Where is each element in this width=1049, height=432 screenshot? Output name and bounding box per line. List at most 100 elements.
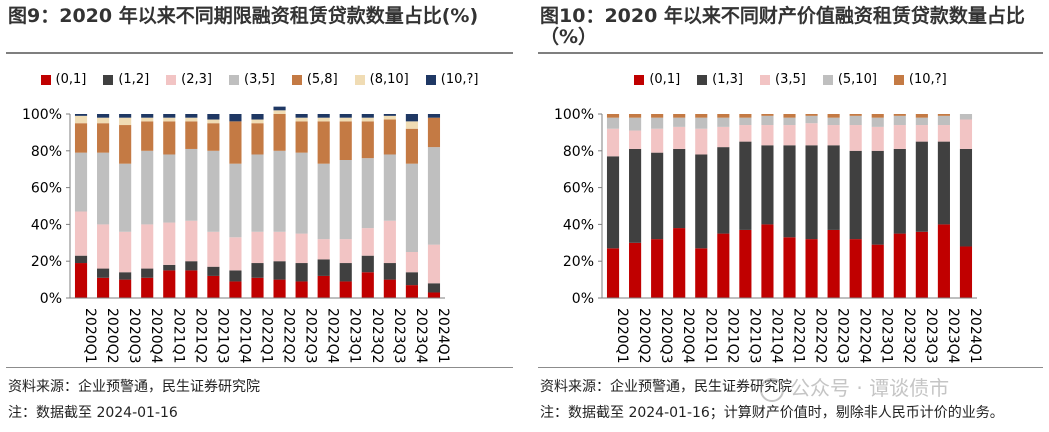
bar-segment	[207, 275, 220, 298]
bar-segment	[871, 126, 884, 151]
data-note: 注：数据截至 2024-01-16	[8, 405, 178, 421]
legend-item: (8,10]	[354, 72, 409, 87]
legend-item: (2,3]	[166, 72, 212, 87]
bar-segment	[295, 152, 308, 234]
bar-segment	[229, 114, 242, 122]
y-tick-label: 20%	[563, 254, 594, 270]
bar-segment	[207, 150, 220, 232]
bar-segment	[761, 145, 774, 225]
bar-segment	[739, 117, 752, 126]
bar-segment	[119, 163, 132, 232]
bar-segment	[273, 279, 286, 298]
bar-segment	[673, 114, 686, 118]
x-tick-label: 2022Q4	[857, 308, 873, 363]
bar-segment	[339, 121, 352, 160]
bar-segment	[207, 231, 220, 267]
bar-segment	[97, 268, 110, 278]
x-tick-label: 2023Q4	[413, 308, 429, 363]
x-tick-label: 2023Q1	[347, 308, 363, 363]
bar-segment	[651, 128, 664, 153]
legend-label: (3,5]	[244, 72, 275, 87]
y-tick-label: 80%	[31, 144, 62, 160]
legend-label: (1,2]	[118, 72, 150, 87]
bar-segment	[849, 114, 862, 116]
bar-segment	[717, 117, 730, 127]
bar-segment	[606, 128, 620, 157]
bar-segment	[141, 268, 154, 278]
y-tick-label: 60%	[563, 181, 594, 197]
bar-segment	[805, 123, 818, 146]
bar-segment	[339, 239, 352, 264]
bar-segment	[849, 239, 862, 298]
legend-swatch	[166, 74, 177, 85]
bar-segment	[97, 224, 110, 269]
bar-segment	[827, 117, 840, 126]
bar-segment	[229, 281, 242, 298]
bar-segment	[141, 277, 154, 298]
bar-segment	[805, 239, 818, 298]
legend-label: (5,10]	[837, 72, 877, 87]
bar-segment	[629, 242, 642, 298]
bar-segment	[361, 255, 374, 273]
bar-segment	[427, 283, 441, 293]
y-tick-label: 100%	[22, 107, 62, 123]
bar-segment	[163, 114, 176, 118]
bar-segment	[937, 115, 950, 126]
chart-legend: (0,1] (1,3] (3,5] (5,10] (10,?]	[532, 72, 1049, 87]
bar-segment	[317, 239, 330, 260]
bar-segment	[871, 114, 884, 118]
bar-segment	[673, 228, 686, 298]
chart-panel-value: 图10：2020 年以来不同财产价值融资租赁贷款数量占比（%） (0,1] (1,…	[532, 0, 1049, 432]
legend-label: (0,1]	[55, 72, 87, 87]
bar-segment	[251, 119, 264, 124]
bar-segment	[317, 275, 330, 298]
x-tick-label: 2020Q2	[104, 308, 120, 363]
x-tick-label: 2020Q4	[148, 308, 164, 363]
legend-swatch	[425, 74, 436, 85]
bar-segment	[405, 163, 418, 252]
bar-segment	[119, 117, 132, 126]
bar-segment	[761, 125, 774, 146]
bar-segment	[163, 117, 176, 122]
bar-segment	[97, 117, 110, 124]
bar-segment	[405, 128, 418, 164]
x-tick-label: 2020Q4	[680, 308, 696, 363]
bar-segment	[74, 211, 88, 256]
bar-segment	[937, 224, 950, 298]
bar-segment	[849, 150, 862, 240]
x-tick-label: 2024Q1	[435, 308, 451, 363]
bar-segment	[717, 126, 730, 148]
bar-segment	[207, 114, 220, 120]
bar-segment	[959, 119, 973, 149]
legend-label: (2,3]	[181, 72, 212, 87]
y-tick-label: 100%	[554, 107, 594, 123]
bar-segment	[273, 110, 286, 114]
legend-item: (3,5]	[760, 72, 806, 87]
legend-item: (1,3]	[697, 72, 743, 87]
x-tick-label: 2023Q2	[369, 308, 385, 363]
bar-segment	[97, 114, 110, 118]
bar-segment	[163, 222, 176, 265]
bar-segment	[717, 147, 730, 234]
bar-segment	[651, 152, 664, 240]
bar-segment	[251, 263, 264, 278]
bar-segment	[629, 130, 642, 149]
x-tick-label: 2021Q1	[702, 308, 718, 363]
bar-segment	[383, 115, 396, 120]
x-tick-label: 2022Q3	[835, 308, 851, 363]
watermark: 公众号 · 谭谈债市	[760, 372, 949, 402]
bar-segment	[273, 106, 286, 111]
bar-segment	[185, 261, 198, 271]
bar-segment	[119, 272, 132, 280]
source-note: 资料来源：企业预警通，民生证券研究院	[540, 379, 792, 395]
bar-segment	[383, 154, 396, 221]
bar-segment	[783, 125, 796, 146]
bar-segment	[827, 114, 840, 118]
x-tick-label: 2021Q2	[192, 308, 208, 363]
x-tick-label: 2023Q3	[923, 308, 939, 363]
chart-legend: (0,1] (1,2] (2,3] (3,5] (5,8] (8,10] (10,?]	[0, 72, 519, 87]
bar-segment	[959, 114, 973, 120]
bar-segment	[695, 154, 708, 249]
bar-segment	[673, 148, 686, 229]
x-tick-label: 2022Q1	[259, 308, 275, 363]
